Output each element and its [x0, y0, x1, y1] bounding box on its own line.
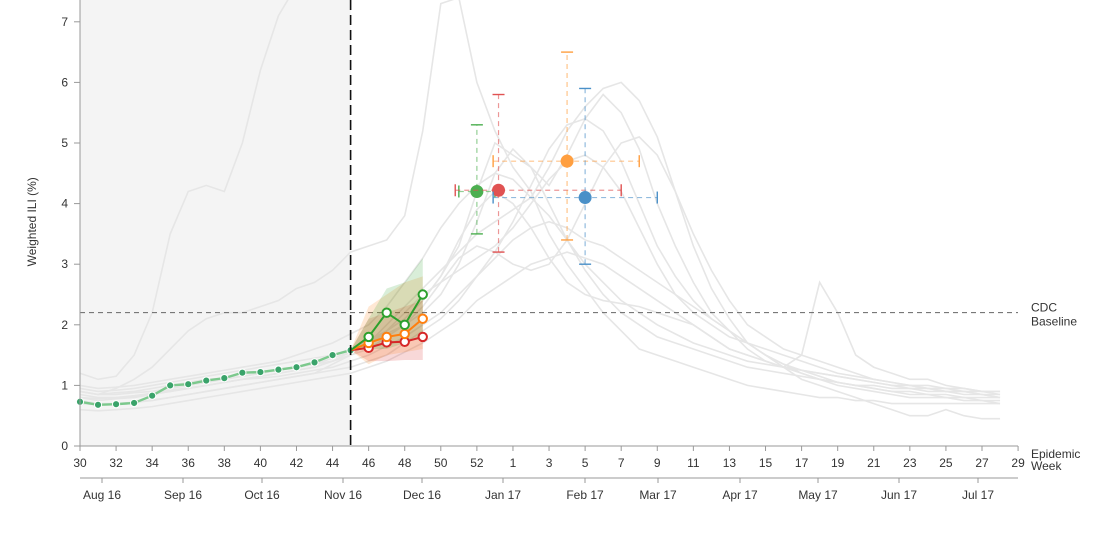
observed-point: [202, 376, 211, 385]
x-tick-label: 19: [831, 456, 845, 470]
y-tick-label: 2: [61, 318, 68, 332]
forecast-point: [417, 331, 428, 343]
history-line: [79, 147, 1001, 399]
forecast-point: [417, 289, 428, 300]
x-axis-months: Aug 16 Sep 16 Oct 16 Nov 16 Dec 16 Jan 17 Feb …: [80, 477, 1018, 502]
x-tick-label: 52: [470, 456, 484, 470]
x-tick-label: 23: [903, 456, 917, 470]
month-tick-label: Jun 17: [881, 488, 917, 502]
history-line: [79, 172, 1001, 399]
x-tick-label: 17: [795, 456, 809, 470]
y-tick-label: 7: [61, 15, 68, 29]
forecast-point: [381, 307, 392, 318]
x-tick-label: 9: [654, 456, 661, 470]
observed-line: [79, 349, 351, 406]
x-tick-label: 44: [326, 456, 340, 470]
x-tick-label: 40: [254, 456, 268, 470]
forecast-point: [399, 328, 410, 340]
historical-seasons: [79, 0, 1001, 420]
x-tick-label: 34: [145, 456, 159, 470]
observed-series: [75, 346, 355, 409]
y-tick-label: 4: [61, 197, 68, 211]
peak-point: [492, 183, 506, 197]
observed-point: [274, 365, 283, 374]
baseline-label: CDC: [1031, 301, 1057, 315]
x-tick-label: 46: [362, 456, 376, 470]
month-tick-label: Nov 16: [324, 488, 362, 502]
forecast-point: [381, 331, 392, 343]
y-tick-label: 0: [61, 439, 68, 453]
month-tick-label: Jul 17: [962, 488, 994, 502]
x-tick-label: 27: [975, 456, 989, 470]
y-tick-label: 6: [61, 75, 68, 89]
observed-point: [111, 400, 121, 409]
observed-point: [93, 400, 103, 409]
x-tick-label: 11: [687, 456, 700, 470]
y-tick-label: 3: [61, 257, 68, 271]
x-tick-label: 30: [73, 456, 87, 470]
month-tick-label: Mar 17: [639, 488, 677, 502]
peak-estimates: [454, 51, 658, 265]
y-axis: Weighted ILI (%) 0 1 2 3 4 5 6 7: [25, 0, 81, 453]
month-tick-label: Oct 16: [244, 488, 280, 502]
x-tick-label: 36: [182, 456, 196, 470]
x-tick-label: 38: [218, 456, 232, 470]
peak-point: [578, 191, 592, 205]
baseline-label: Baseline: [1031, 315, 1077, 329]
x-tick-label: 3: [546, 456, 553, 470]
observed-point: [184, 380, 193, 389]
x-axis-title: Epidemic: [1031, 447, 1080, 461]
observed-point: [310, 358, 319, 367]
x-tick-label: 50: [434, 456, 448, 470]
month-tick-label: Jan 17: [485, 488, 521, 502]
y-axis-title: Weighted ILI (%): [25, 177, 39, 266]
x-tick-label: 21: [867, 456, 881, 470]
forecast-point: [363, 331, 374, 343]
x-tick-label: 32: [109, 456, 123, 470]
forecast-point: [399, 319, 410, 330]
history-line: [79, 251, 1001, 412]
x-tick-label: 25: [939, 456, 953, 470]
observed-point: [256, 367, 265, 377]
x-tick-label: 1: [510, 456, 517, 470]
x-tick-label: 15: [759, 456, 773, 470]
x-tick-label: 7: [618, 456, 625, 470]
cdc-baseline: CDC Baseline: [80, 301, 1077, 329]
observed-point: [166, 381, 175, 390]
forecast-point: [417, 313, 428, 324]
history-line: [79, 220, 1001, 420]
month-tick-label: Aug 16: [83, 488, 121, 502]
x-axis-weeks: Epidemic Week 30 32 34 36 38 40 42 44 46 48 50 52 1 3…: [73, 445, 1080, 473]
peak-point: [470, 184, 484, 198]
x-tick-label: 29: [1011, 456, 1025, 470]
x-tick-label: 5: [582, 456, 589, 470]
month-tick-label: Apr 17: [722, 488, 758, 502]
history-line: [79, 154, 1001, 400]
y-tick-label: 5: [61, 136, 68, 150]
observed-point: [220, 374, 229, 383]
observed-point: [292, 363, 301, 372]
history-line: [79, 0, 289, 381]
x-axis-title: Week: [1031, 459, 1062, 473]
forecast-series: [350, 289, 428, 354]
x-tick-label: 48: [398, 456, 412, 470]
observed-point: [238, 368, 247, 377]
x-tick-label: 42: [290, 456, 304, 470]
month-tick-label: Dec 16: [403, 488, 441, 502]
month-tick-label: May 17: [798, 488, 838, 502]
y-tick-label: 1: [61, 378, 68, 392]
month-tick-label: Sep 16: [164, 488, 202, 502]
peak-point: [560, 154, 574, 168]
x-tick-label: 13: [723, 456, 737, 470]
observed-point: [148, 391, 157, 400]
observed-point: [130, 398, 139, 408]
month-tick-label: Feb 17: [566, 488, 604, 502]
observed-point: [328, 351, 337, 360]
